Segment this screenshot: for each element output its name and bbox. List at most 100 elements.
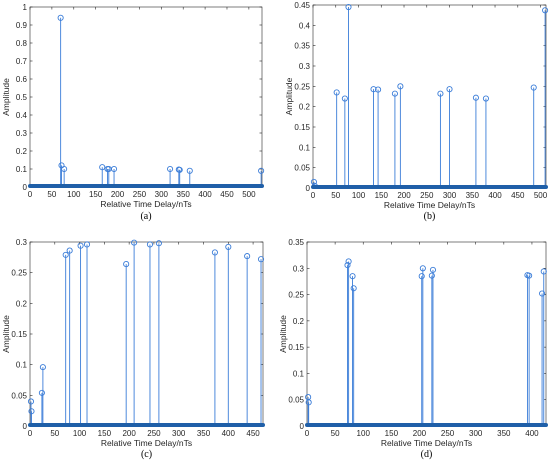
stem-marker: [349, 273, 356, 280]
stem-marker: [258, 167, 265, 174]
stem-marker: [155, 240, 162, 247]
y-axis-label: Amplitude: [284, 77, 294, 115]
y-tick-label: 0.5: [16, 93, 28, 102]
stem-marker: [370, 86, 377, 93]
stem-marker: [39, 364, 46, 371]
x-tick-label: 250: [133, 190, 147, 199]
stem-marker: [419, 265, 426, 272]
x-tick-label: 300: [469, 429, 483, 438]
y-tick-label: 0.3: [299, 62, 311, 71]
stem-marker: [66, 247, 73, 254]
stem-marker: [530, 84, 537, 91]
stem-marker: [345, 258, 352, 265]
x-tick-label: 350: [466, 191, 480, 200]
plot-area-frame: [29, 241, 264, 427]
x-tick-label: 150: [375, 191, 389, 200]
stem-marker: [345, 3, 352, 11]
y-tick-label: 0.15: [11, 330, 27, 339]
x-tick-label: 200: [397, 191, 411, 200]
x-tick-label: 500: [534, 191, 548, 200]
x-tick-label: 0: [311, 191, 316, 200]
stem-marker: [305, 399, 312, 406]
y-tick-label: 0: [23, 422, 28, 431]
y-tick-label: 0.15: [294, 123, 310, 132]
subfigure-caption: (b): [424, 211, 436, 222]
x-axis-label: Relative Time Delay/nTs: [101, 438, 192, 448]
y-tick-label: 0.25: [294, 82, 310, 91]
stem-marker: [176, 166, 183, 173]
y-tick-label: 0.1: [16, 361, 28, 370]
stem-marker: [225, 243, 232, 250]
stem-marker: [27, 398, 35, 405]
y-tick-label: 0.15: [288, 343, 304, 352]
x-tick-label: 450: [511, 191, 525, 200]
x-tick-label: 0: [305, 429, 310, 438]
stem-marker: [211, 249, 218, 256]
stem-marker: [186, 167, 193, 174]
x-tick-label: 50: [331, 429, 340, 438]
stem-marker: [418, 273, 425, 280]
y-tick-label: 0.3: [16, 238, 28, 247]
stem-marker: [397, 83, 404, 90]
x-tick-label: 350: [197, 429, 211, 438]
y-tick-label: 0.8: [16, 39, 28, 48]
y-tick-label: 0.9: [16, 21, 28, 30]
stem-marker: [526, 272, 533, 279]
stem-marker: [437, 90, 444, 97]
x-tick-label: 100: [357, 429, 371, 438]
x-axis-label: Relative Time Delay/nTs: [100, 199, 191, 209]
y-tick-label: 0.6: [16, 75, 28, 84]
stem-marker: [472, 94, 479, 101]
chart-4: 0 50 100 150 200 250 300 350 400 0 0.05 0.1 0.15 0.2 0…: [278, 238, 548, 460]
y-tick-label: 0.25: [288, 291, 304, 300]
stem-marker: [391, 90, 398, 97]
stem-marker: [344, 262, 351, 269]
stem-marker: [57, 14, 64, 21]
y-tick-label: 0.1: [293, 369, 305, 378]
stem-marker: [350, 285, 357, 292]
y-tick-label: 0.4: [16, 111, 28, 120]
x-tick-label: 50: [331, 191, 340, 200]
x-tick-label: 250: [420, 191, 434, 200]
y-tick-label: 0.1: [299, 143, 311, 152]
y-tick-label: 0.3: [293, 264, 305, 273]
x-tick-label: 150: [89, 190, 103, 199]
y-tick-label: 0.45: [294, 1, 310, 10]
subfigure-caption: (d): [421, 449, 433, 460]
stem-marker: [123, 261, 130, 268]
y-tick-label: 0.1: [16, 165, 28, 174]
x-tick-label: 100: [67, 190, 81, 199]
x-tick-label: 400: [488, 191, 502, 200]
stem-marker: [540, 268, 547, 275]
stem-marker: [61, 165, 68, 173]
x-tick-label: 200: [122, 429, 136, 438]
x-tick-label: 400: [222, 429, 236, 438]
stem-marker: [539, 290, 546, 297]
stem-marker: [428, 272, 435, 279]
y-tick-label: 0: [23, 183, 28, 192]
stem-marker: [167, 165, 174, 173]
stem-marker: [110, 165, 118, 173]
y-tick-label: 0.25: [11, 269, 27, 278]
y-tick-label: 0: [306, 184, 311, 193]
stem-marker: [375, 86, 382, 93]
stem-marker: [38, 389, 45, 396]
stem-marker: [146, 241, 154, 248]
x-tick-label: 200: [413, 429, 427, 438]
stem-marker: [542, 7, 549, 14]
stem-marker: [257, 256, 265, 263]
chart-1: 0 50 100 150 200 250 300 350 400 450 500 0 0.1 0.2 0.3…: [1, 3, 265, 222]
stem-marker: [77, 242, 84, 249]
stem-marker: [244, 253, 251, 260]
x-tick-label: 0: [28, 429, 33, 438]
x-tick-label: 100: [73, 429, 87, 438]
y-tick-label: 0.2: [16, 299, 28, 308]
plot-area-frame: [29, 6, 263, 188]
y-tick-label: 0.05: [288, 396, 304, 405]
y-tick-label: 0.05: [11, 391, 27, 400]
y-tick-label: 0.2: [293, 317, 305, 326]
x-tick-label: 450: [220, 190, 234, 199]
y-tick-label: 0.7: [16, 57, 28, 66]
stem-marker: [99, 164, 106, 171]
